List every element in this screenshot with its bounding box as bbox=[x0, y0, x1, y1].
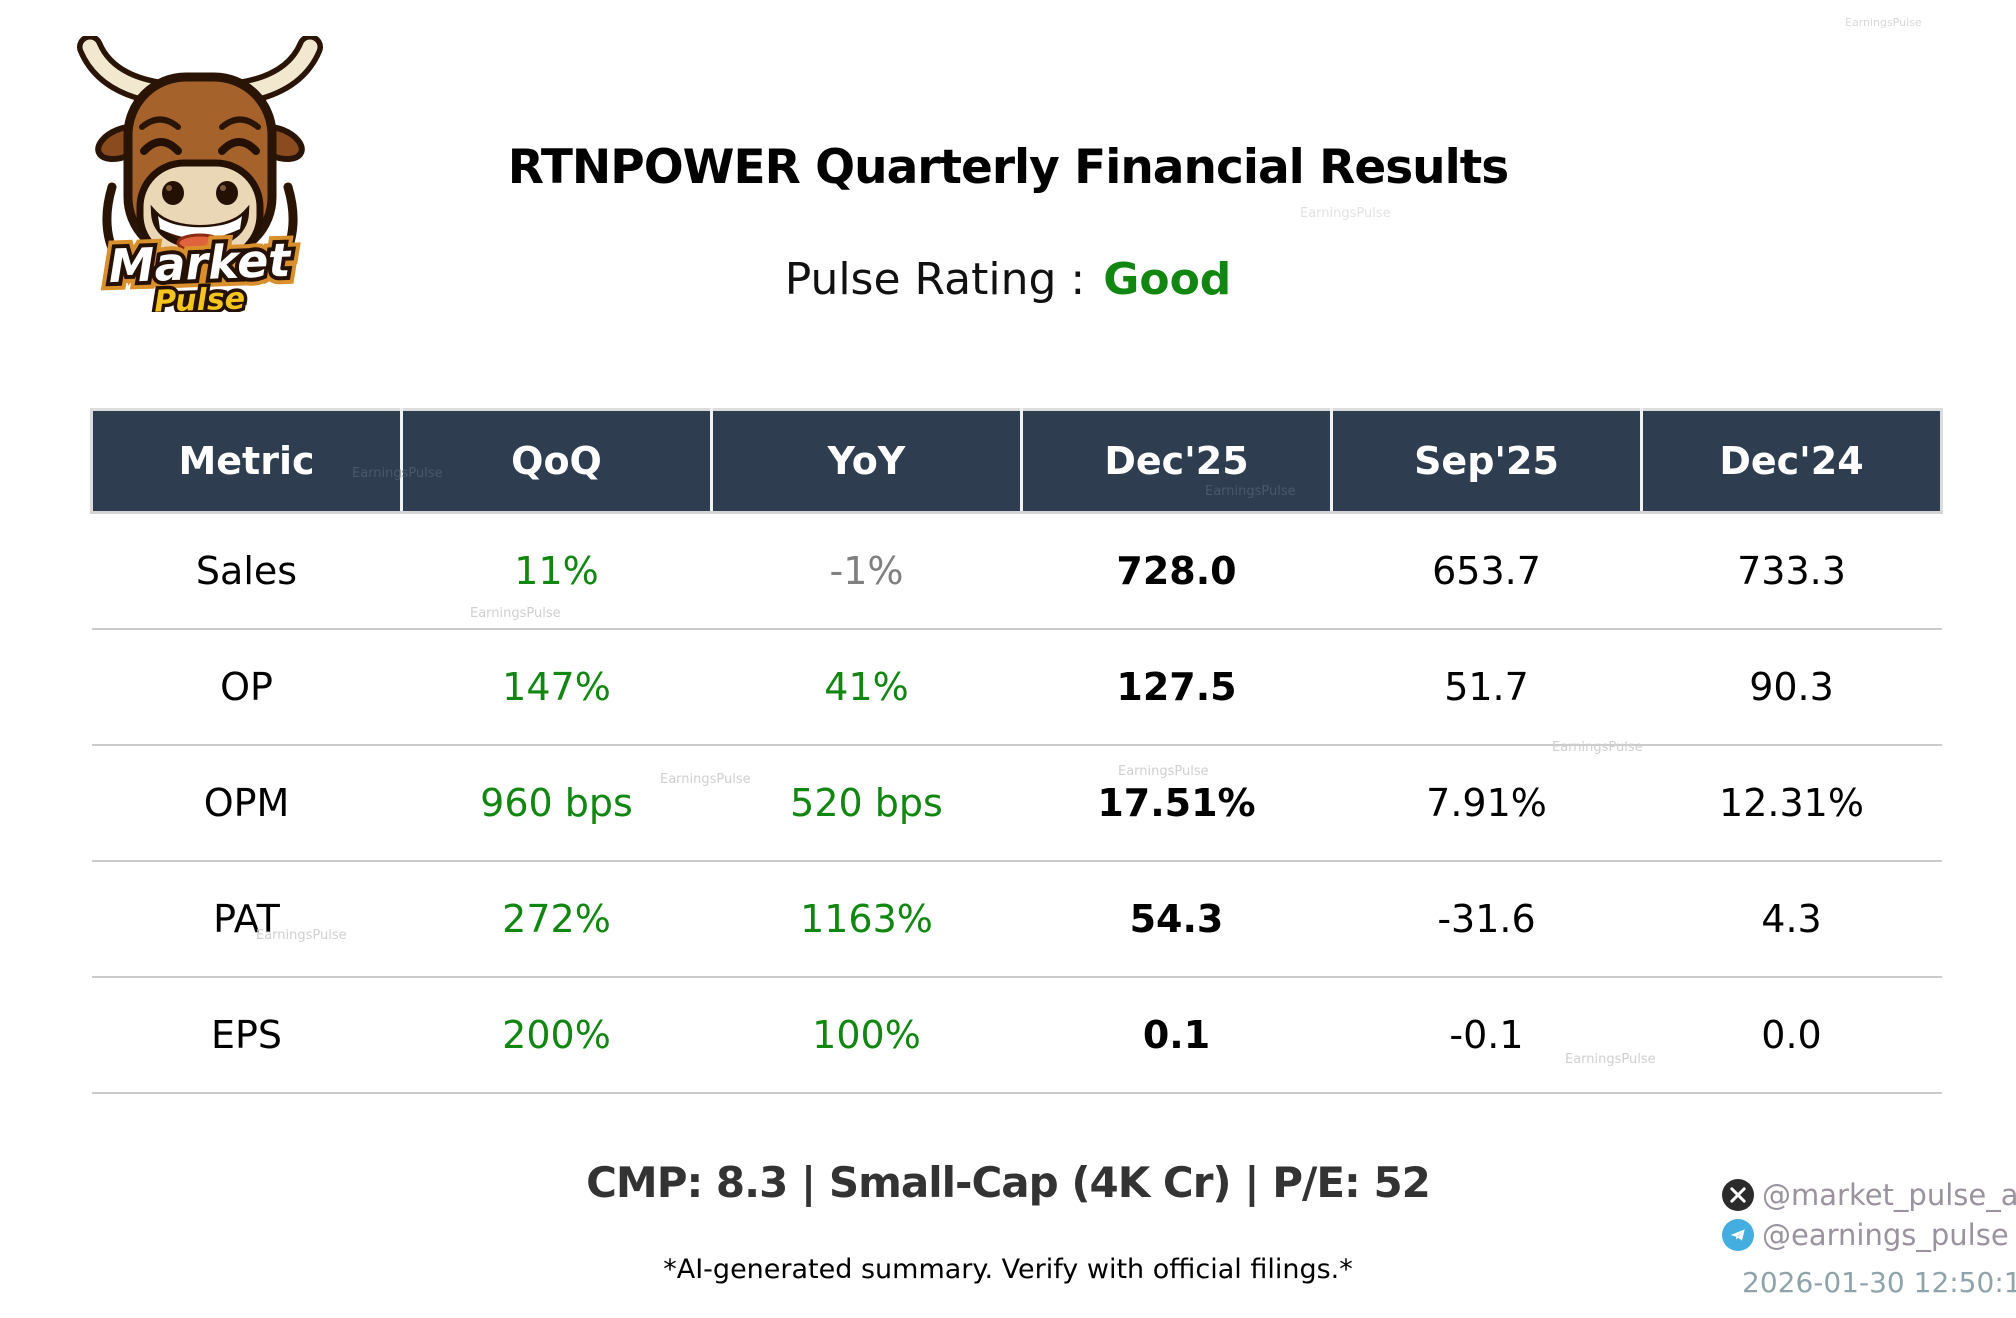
cell-sales-metric: Sales bbox=[91, 512, 402, 630]
cell-op-yoy: 41% bbox=[711, 629, 1022, 746]
cell-pat-qoq: 272% bbox=[401, 861, 712, 978]
x-twitter-icon bbox=[1722, 1179, 1754, 1211]
col-header-qoq: QoQ bbox=[401, 408, 713, 514]
market-pulse-logo: Market Market Pulse bbox=[50, 34, 350, 323]
table-row: PAT 272% 1163% 54.3 -31.6 4.3 bbox=[91, 861, 1942, 978]
cell-pat-dec24: 4.3 bbox=[1641, 861, 1942, 978]
cell-pat-sep25: -31.6 bbox=[1331, 861, 1642, 978]
financial-results-table: Metric QoQ YoY Dec'25 Sep'25 Dec'24 Sale… bbox=[90, 408, 1943, 1094]
cell-sales-qoq: 11% bbox=[401, 512, 712, 630]
valuation-summary: CMP: 8.3 | Small-Cap (4K Cr) | P/E: 52 bbox=[586, 1158, 1431, 1207]
cell-sales-dec25: 728.0 bbox=[1021, 512, 1332, 630]
cell-op-dec24: 90.3 bbox=[1641, 629, 1942, 746]
cell-opm-dec24: 12.31% bbox=[1641, 745, 1942, 862]
cell-op-metric: OP bbox=[91, 629, 402, 746]
logo-brand-top-text: Market bbox=[108, 233, 293, 293]
cell-opm-dec25: 17.51% bbox=[1021, 745, 1332, 862]
cell-sales-sep25: 653.7 bbox=[1331, 512, 1642, 630]
col-header-yoy: YoY bbox=[711, 408, 1023, 514]
x-handle-text[interactable]: @market_pulse_ai bbox=[1762, 1178, 2016, 1212]
telegram-handle-text[interactable]: @earnings_pulse bbox=[1762, 1218, 2009, 1252]
cell-op-sep25: 51.7 bbox=[1331, 629, 1642, 746]
cell-eps-dec24: 0.0 bbox=[1641, 977, 1942, 1094]
telegram-handle-row[interactable]: @earnings_pulse bbox=[1722, 1218, 2009, 1252]
table-header-row: Metric QoQ YoY Dec'25 Sep'25 Dec'24 bbox=[90, 408, 1943, 514]
cell-op-dec25: 127.5 bbox=[1021, 629, 1332, 746]
cell-sales-yoy: -1% bbox=[711, 512, 1022, 630]
table-row: Sales 11% -1% 728.0 653.7 733.3 bbox=[91, 512, 1942, 630]
cell-pat-yoy: 1163% bbox=[711, 861, 1022, 978]
table-row: OP 147% 41% 127.5 51.7 90.3 bbox=[91, 629, 1942, 746]
cell-eps-metric: EPS bbox=[91, 977, 402, 1094]
col-header-metric: Metric bbox=[90, 408, 403, 514]
cell-opm-metric: OPM bbox=[91, 745, 402, 862]
cell-pat-dec25: 54.3 bbox=[1021, 861, 1332, 978]
x-handle-row[interactable]: @market_pulse_ai bbox=[1722, 1178, 2016, 1212]
pulse-rating: Pulse Rating : Good bbox=[0, 254, 2016, 305]
generation-timestamp: 2026-01-30 12:50:17 bbox=[1742, 1266, 2016, 1299]
col-header-dec24: Dec'24 bbox=[1641, 408, 1943, 514]
table-row: OPM 960 bps 520 bps 17.51% 7.91% 12.31% bbox=[91, 745, 1942, 862]
watermark: EarningsPulse bbox=[1845, 16, 1922, 29]
col-header-dec25: Dec'25 bbox=[1021, 408, 1333, 514]
cell-eps-yoy: 100% bbox=[711, 977, 1022, 1094]
cell-pat-metric: PAT bbox=[91, 861, 402, 978]
cell-eps-dec25: 0.1 bbox=[1021, 977, 1332, 1094]
pulse-rating-value: Good bbox=[1103, 254, 1232, 305]
cell-op-qoq: 147% bbox=[401, 629, 712, 746]
cell-sales-dec24: 733.3 bbox=[1641, 512, 1942, 630]
col-header-sep25: Sep'25 bbox=[1331, 408, 1643, 514]
social-links: @market_pulse_ai @earnings_pulse 2026-01… bbox=[1722, 1178, 2016, 1299]
logo-brand-top-glow: Market bbox=[108, 233, 293, 293]
cell-eps-qoq: 200% bbox=[401, 977, 712, 1094]
cell-eps-sep25: -0.1 bbox=[1331, 977, 1642, 1094]
pulse-rating-label: Pulse Rating : bbox=[784, 254, 1086, 305]
cell-opm-qoq: 960 bps bbox=[401, 745, 712, 862]
telegram-icon bbox=[1722, 1219, 1754, 1251]
ai-disclaimer: *AI-generated summary. Verify with offic… bbox=[663, 1254, 1353, 1285]
cell-opm-sep25: 7.91% bbox=[1331, 745, 1642, 862]
table-row: EPS 200% 100% 0.1 -0.1 0.0 bbox=[91, 977, 1942, 1094]
cell-opm-yoy: 520 bps bbox=[711, 745, 1022, 862]
page-title: RTNPOWER Quarterly Financial Results bbox=[507, 140, 1509, 195]
bull-mascot-icon: Market Market Pulse bbox=[77, 34, 323, 323]
watermark: EarningsPulse bbox=[1300, 206, 1391, 221]
